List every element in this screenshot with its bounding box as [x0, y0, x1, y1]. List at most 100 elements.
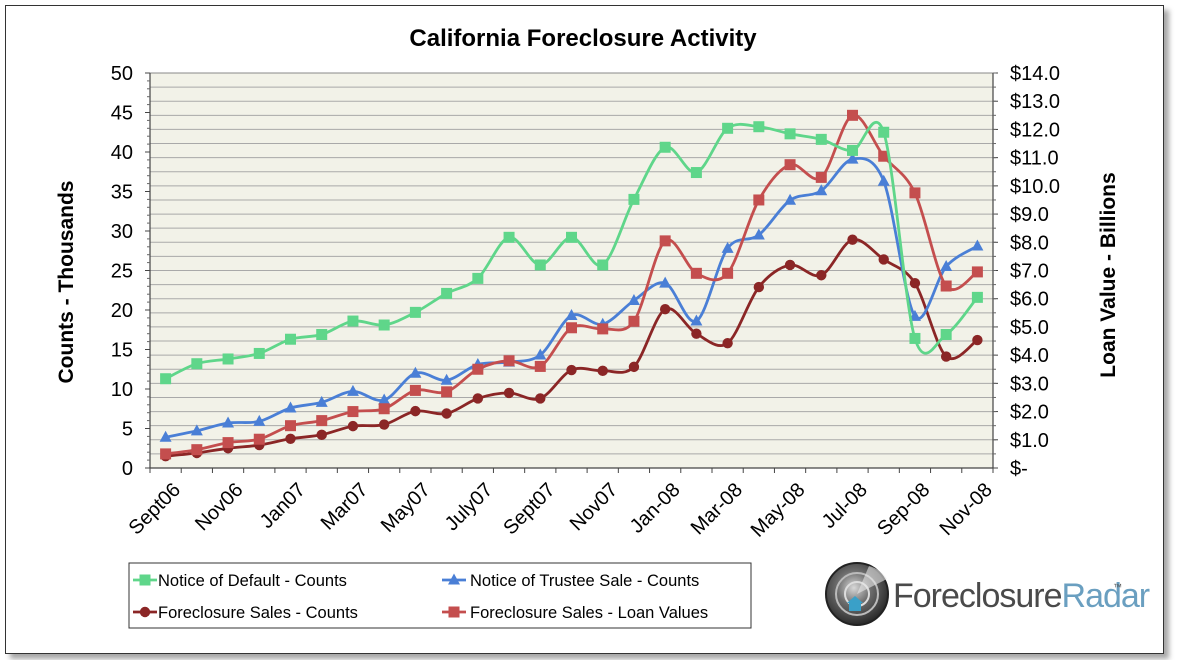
- point-fsv: [191, 444, 203, 456]
- series-fsv: [160, 109, 983, 460]
- point-fsv: [503, 355, 515, 367]
- y2-tick-label: $13.0: [1010, 91, 1060, 113]
- point-fsc: [410, 405, 421, 417]
- point-fsv: [316, 415, 328, 427]
- point-nod: [222, 353, 234, 365]
- point-fsc: [566, 364, 577, 376]
- series: [159, 109, 984, 462]
- foreclosure-radar-logo: ForeclosureRadar ™: [825, 562, 1151, 626]
- point-nod: [597, 259, 609, 271]
- y-tick-label: 25: [111, 261, 133, 283]
- y2-tick-label: $12.0: [1010, 119, 1060, 141]
- legend-marker-fsv: [448, 606, 460, 618]
- point-nts: [409, 366, 422, 378]
- y-tick-label: 35: [111, 182, 133, 204]
- point-fsv: [628, 315, 640, 327]
- y2-tick-label: $4.0: [1010, 345, 1049, 367]
- y2-tick-label: $2.0: [1010, 402, 1049, 424]
- point-nts: [752, 228, 765, 240]
- y-tick-label: 10: [111, 379, 133, 401]
- point-nts: [222, 416, 235, 428]
- point-nts: [721, 241, 734, 253]
- point-fsc: [847, 234, 858, 245]
- point-nod: [534, 259, 546, 271]
- legend: Notice of Default - Counts Notice of Tru…: [128, 562, 752, 629]
- x-tick-label: May-08: [747, 479, 810, 542]
- point-fsc: [597, 365, 608, 377]
- point-fsc: [378, 419, 390, 430]
- point-nts: [378, 393, 391, 405]
- point-fsv: [753, 194, 765, 206]
- point-nod: [253, 347, 265, 359]
- x-tick-label: Sep-08: [873, 479, 934, 540]
- point-nod: [690, 167, 702, 179]
- point-nts: [659, 276, 672, 288]
- series-nod: [160, 121, 983, 385]
- point-nod: [503, 231, 515, 243]
- y2-axis-title: Loan Value - Billions: [1097, 172, 1120, 377]
- y2-tick-label: $3.0: [1010, 373, 1049, 395]
- point-fsc: [878, 254, 889, 265]
- point-fsv: [597, 323, 609, 335]
- series-line-nod: [164, 121, 979, 380]
- y2-tick-label: $-: [1010, 458, 1028, 480]
- point-fsv: [347, 406, 359, 418]
- point-fsv: [909, 187, 921, 199]
- y2-tick-label: $7.0: [1010, 261, 1049, 283]
- legend-marker-fsc: [139, 606, 151, 618]
- point-nts: [253, 414, 266, 426]
- point-fsv: [659, 235, 671, 247]
- x-tick-label: Mar-08: [687, 479, 747, 539]
- point-nts: [159, 430, 172, 442]
- legend-label-nod: Notice of Default - Counts: [158, 572, 347, 590]
- point-fsc: [285, 433, 296, 444]
- y-tick-label: 30: [111, 221, 133, 243]
- point-nod: [722, 122, 734, 134]
- radar-dish-icon: [825, 562, 889, 626]
- svg-text:ForeclosureRadar: ForeclosureRadar: [893, 577, 1150, 615]
- point-nod: [441, 287, 453, 299]
- logo-trademark: ™: [1113, 582, 1122, 592]
- point-nts: [190, 424, 203, 436]
- point-nod: [472, 272, 484, 284]
- x-tick-label: Jul-08: [818, 479, 872, 533]
- x-tick-label: Nov07: [566, 479, 622, 535]
- x-tick-label: Sept07: [499, 479, 559, 539]
- point-nod: [191, 358, 203, 370]
- chart-title: California Foreclosure Activity: [409, 25, 757, 52]
- point-fsc: [441, 408, 452, 419]
- x-tick-label: May07: [377, 479, 435, 537]
- point-nod: [160, 373, 172, 385]
- y-axis-title: Counts - Thousands: [55, 181, 78, 384]
- point-nod: [378, 319, 390, 331]
- x-tick-label: Nov06: [191, 479, 247, 535]
- point-nts: [877, 174, 890, 186]
- point-fsv: [409, 384, 421, 396]
- point-fsv: [253, 433, 265, 445]
- x-tick-label: Jan-08: [626, 479, 685, 538]
- point-fsc: [816, 270, 827, 281]
- point-nts: [534, 348, 547, 360]
- point-fsv: [971, 266, 983, 278]
- point-fsv: [940, 280, 952, 292]
- y2-tick-label: $1.0: [1010, 430, 1049, 452]
- point-fsv: [722, 267, 734, 279]
- point-fsc: [909, 277, 921, 289]
- x-tick-label: Nov-08: [936, 479, 997, 540]
- point-fsc: [691, 328, 702, 339]
- y2-tick-label: $10.0: [1010, 176, 1060, 198]
- point-fsc: [503, 387, 515, 399]
- y-tick-label: 0: [122, 458, 133, 480]
- point-nod: [878, 126, 890, 138]
- series-line-fsv: [165, 113, 979, 456]
- y2-tick-label: $5.0: [1010, 317, 1049, 339]
- legend-marker-nts: [448, 573, 460, 585]
- point-fsv: [285, 420, 296, 432]
- x-tick-label: Mar07: [317, 479, 373, 535]
- point-nod: [409, 306, 421, 318]
- point-nts: [627, 294, 640, 306]
- point-fsv: [815, 171, 827, 183]
- y-tick-label: 50: [111, 63, 133, 85]
- point-fsc: [940, 351, 952, 362]
- point-nod: [847, 144, 858, 156]
